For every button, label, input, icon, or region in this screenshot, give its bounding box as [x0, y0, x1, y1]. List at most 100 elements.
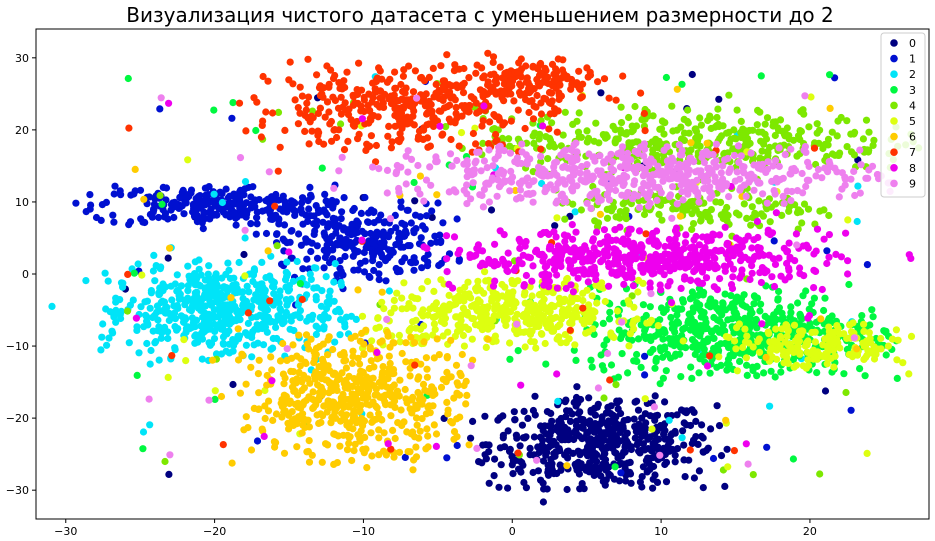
data-point-5 [532, 344, 540, 352]
data-point-1 [308, 239, 316, 247]
data-point-1 [273, 230, 281, 238]
data-point-2 [171, 346, 179, 354]
data-point-4 [274, 108, 283, 116]
data-point-7 [492, 130, 500, 139]
data-point-7 [405, 119, 413, 127]
data-point-3 [736, 329, 744, 337]
data-point-4 [600, 394, 608, 402]
data-point-6 [293, 443, 301, 451]
data-point-6 [762, 353, 770, 361]
data-point-5 [679, 337, 687, 345]
data-point-7 [168, 352, 176, 360]
data-point-8 [653, 227, 661, 235]
data-point-6 [378, 382, 386, 390]
data-point-7 [492, 79, 501, 87]
data-point-0 [607, 410, 615, 418]
data-point-1 [334, 240, 342, 248]
data-point-1 [407, 258, 415, 266]
data-point-0 [479, 441, 487, 449]
data-point-5 [456, 286, 464, 294]
data-point-3 [721, 290, 729, 298]
data-point-0 [679, 427, 687, 435]
data-point-1 [205, 214, 213, 222]
data-point-7 [810, 144, 819, 152]
data-point-5 [807, 93, 815, 101]
data-point-1 [434, 199, 442, 207]
data-point-6 [298, 378, 306, 386]
data-point-8 [505, 260, 513, 268]
data-point-5 [395, 331, 403, 339]
data-point-4 [573, 117, 581, 125]
data-point-7 [619, 72, 627, 80]
data-point-0 [681, 473, 689, 481]
data-point-0 [495, 483, 503, 491]
data-point-2 [192, 331, 200, 339]
data-point-5 [571, 306, 579, 314]
data-point-6 [308, 451, 316, 459]
data-point-0 [543, 485, 551, 493]
data-point-0 [688, 406, 696, 414]
data-point-6 [263, 381, 271, 389]
data-point-1 [335, 222, 343, 230]
data-point-2 [325, 292, 333, 301]
data-point-2 [312, 264, 320, 272]
data-point-8 [686, 276, 695, 284]
data-point-7 [640, 109, 649, 118]
data-point-4 [614, 135, 622, 143]
data-point-1 [313, 254, 322, 262]
data-point-5 [556, 300, 564, 308]
data-point-0 [467, 434, 475, 442]
data-point-7 [281, 126, 289, 134]
data-point-6 [361, 433, 369, 441]
data-point-2 [665, 416, 673, 424]
data-point-4 [721, 208, 729, 216]
data-point-7 [554, 107, 562, 115]
data-point-6 [354, 286, 362, 294]
data-point-5 [396, 338, 404, 346]
data-point-7 [429, 114, 437, 122]
data-point-5 [372, 324, 380, 332]
data-point-4 [156, 191, 164, 200]
data-point-1 [199, 225, 207, 233]
data-point-5 [739, 343, 747, 352]
data-point-6 [453, 389, 461, 397]
data-point-4 [850, 130, 858, 138]
data-point-2 [105, 334, 113, 342]
data-point-3 [542, 360, 550, 368]
data-point-5 [555, 333, 563, 341]
data-point-5 [833, 322, 841, 330]
data-point-1 [763, 443, 771, 451]
data-point-4 [638, 116, 646, 124]
data-point-2 [229, 281, 237, 289]
data-point-6 [326, 367, 334, 375]
data-point-3 [713, 363, 721, 371]
data-point-2 [171, 315, 179, 323]
data-point-8 [753, 217, 762, 226]
data-point-4 [561, 215, 569, 223]
data-point-2 [206, 341, 214, 349]
data-point-7 [432, 80, 440, 88]
data-point-5 [645, 319, 654, 327]
data-point-5 [419, 306, 427, 314]
data-point-3 [624, 369, 632, 377]
data-point-1 [325, 259, 334, 267]
data-point-6 [388, 393, 396, 401]
data-point-5 [592, 281, 600, 289]
data-point-6 [367, 429, 375, 437]
data-point-4 [707, 124, 715, 133]
data-point-0 [639, 426, 647, 434]
data-point-8 [589, 237, 597, 245]
data-point-6 [336, 375, 344, 383]
data-point-3 [709, 334, 717, 342]
data-point-4 [628, 122, 636, 130]
data-point-0 [550, 470, 558, 478]
data-point-5 [445, 291, 453, 299]
data-point-7 [453, 114, 461, 122]
data-point-7 [525, 108, 533, 117]
data-point-3 [318, 164, 326, 172]
data-point-5 [823, 360, 831, 368]
data-point-8 [716, 275, 724, 283]
data-point-2 [293, 257, 301, 266]
data-point-8 [825, 231, 834, 239]
data-point-5 [503, 316, 511, 324]
